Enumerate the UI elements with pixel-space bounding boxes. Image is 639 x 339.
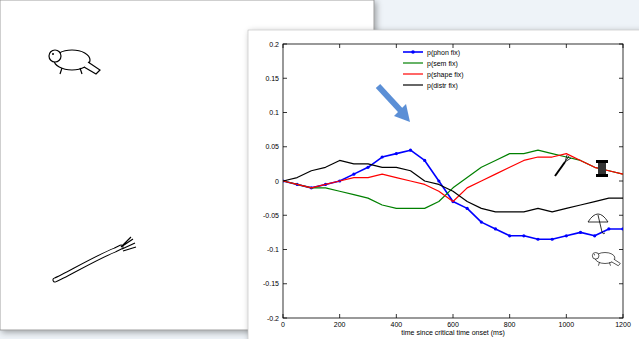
fork-icon-tines: [565, 155, 571, 162]
series-point: [352, 173, 355, 176]
x-tick: [566, 44, 567, 318]
y-tick: [283, 249, 623, 250]
legend-label: p(sem fix): [427, 60, 458, 68]
series-line: [283, 160, 623, 211]
series-line: [283, 150, 623, 208]
legend-swatch: [403, 62, 423, 63]
series-point: [466, 207, 469, 210]
x-axis-label: time since critical time onset (ms): [401, 329, 504, 337]
x-tick-label: 0: [281, 321, 285, 328]
fork-icon-handle: [555, 162, 565, 176]
series-point: [565, 234, 568, 237]
y-tick: [283, 181, 623, 182]
y-tick-label: -0.15: [263, 280, 279, 287]
arrow-head: [394, 104, 410, 122]
x-tick: [509, 44, 510, 318]
x-tick-label: 1200: [615, 321, 631, 328]
spool-icon: [596, 160, 608, 177]
beaver-tail: [84, 62, 100, 74]
legend-marker: [411, 50, 415, 54]
fork-handle: [55, 247, 121, 280]
series-line: [283, 150, 623, 239]
series-point: [536, 238, 539, 241]
series-point: [480, 221, 483, 224]
y-tick: [283, 112, 623, 113]
beaver-eye: [594, 254, 595, 255]
fork-icon: [555, 155, 571, 176]
plot-marks: [283, 149, 623, 241]
series-point: [366, 166, 369, 169]
fork-tines: [121, 237, 136, 251]
series-point: [437, 179, 440, 182]
canvas: -0.2 -0.15 -0.1 -0.05 0 0.05 0.1 0.15 0.2 0 200 400…: [0, 0, 639, 339]
series-point: [423, 159, 426, 162]
series-point: [409, 149, 412, 152]
beaver-head: [592, 253, 599, 260]
beaver-icon: [592, 253, 620, 266]
y-tick: [283, 146, 623, 147]
spool-bottom: [596, 174, 608, 177]
beaver-legs: [60, 68, 82, 74]
series-point: [593, 234, 596, 237]
series-line: [283, 154, 623, 202]
x-tick-label: 600: [447, 321, 459, 328]
series-point: [395, 152, 398, 155]
y-tick-label: 0: [275, 178, 279, 185]
series-point: [551, 238, 554, 241]
y-tick-label: -0.1: [267, 246, 279, 253]
x-tick-label: 800: [504, 321, 516, 328]
y-tick-label: -0.05: [263, 212, 279, 219]
series-point: [381, 155, 384, 158]
legend-label: p(distr fix): [427, 82, 458, 90]
x-tick-label: 1000: [559, 321, 575, 328]
y-tick: [283, 215, 623, 216]
legend-swatch: [403, 73, 423, 74]
y-tick: [283, 283, 623, 284]
spool-top: [596, 160, 608, 163]
beaver-eye: [52, 53, 54, 55]
fork-handle-inner: [55, 247, 121, 280]
plot-frame: [283, 44, 623, 318]
y-tick-label: -0.2: [267, 315, 279, 322]
series-point: [579, 231, 582, 234]
x-tick-label: 400: [390, 321, 402, 328]
legend-label: p(shape fix): [427, 71, 464, 79]
fork: [55, 237, 136, 280]
umbrella-icon: [588, 214, 608, 234]
y-tick-label: 0.2: [269, 41, 279, 48]
beaver-head: [49, 50, 61, 62]
y-tick-label: 0.05: [265, 143, 279, 150]
chart-panel: [248, 30, 639, 339]
umbrella-handle: [598, 215, 605, 234]
y-tick-label: 0.1: [269, 109, 279, 116]
x-tick-label: 200: [334, 321, 346, 328]
legend-label: p(phon fix): [427, 49, 460, 57]
beaver-tail: [612, 259, 621, 266]
x-tick: [623, 44, 624, 318]
series-point: [508, 234, 511, 237]
y-tick: [283, 78, 623, 79]
series-point: [522, 234, 525, 237]
series-point: [621, 227, 623, 230]
y-tick-label: 0.15: [265, 75, 279, 82]
series-point: [494, 227, 497, 230]
arrow-shaft: [378, 86, 402, 112]
beaver: [49, 50, 100, 74]
x-tick: [396, 44, 397, 318]
beaver-legs: [598, 262, 610, 265]
legend-swatch: [403, 84, 423, 85]
legend-swatch: [403, 51, 423, 53]
series-point: [607, 227, 610, 230]
spool-thread: [598, 163, 606, 174]
